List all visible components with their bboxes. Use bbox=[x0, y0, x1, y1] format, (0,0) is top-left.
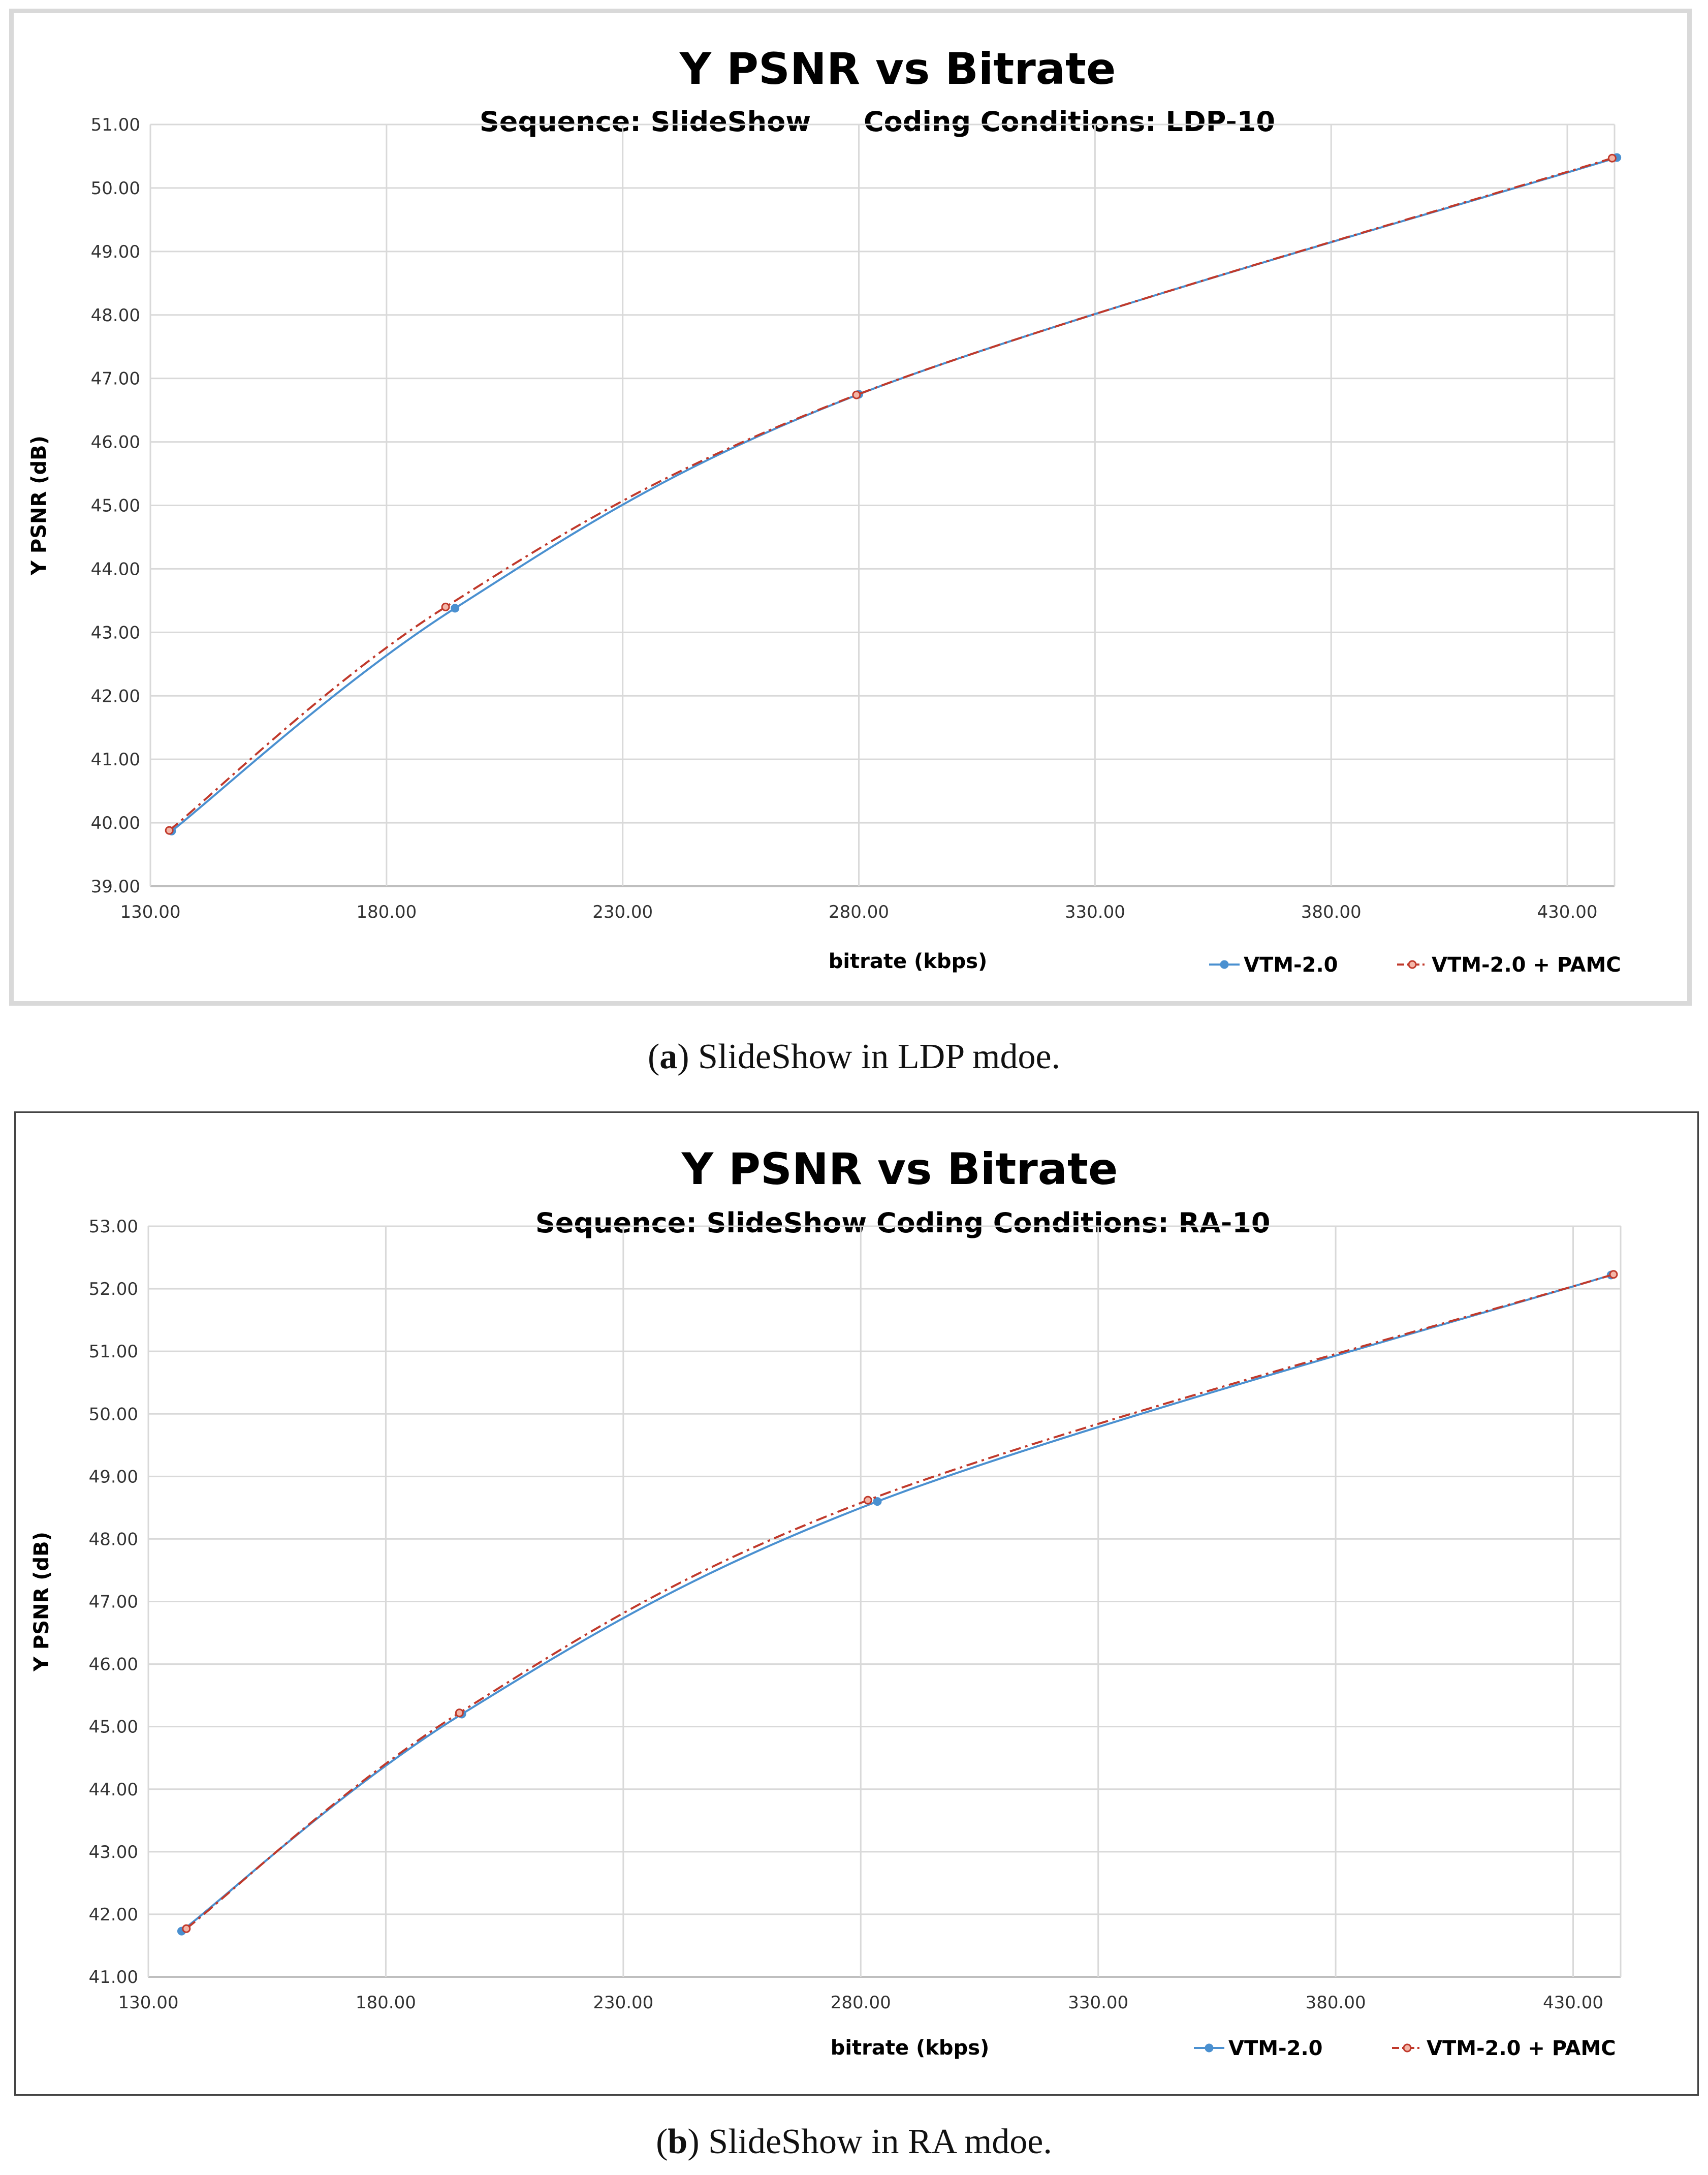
chart-subtitle-sequence: Sequence: SlideShow bbox=[535, 1207, 867, 1239]
chart-subtitle-sequence: Sequence: SlideShow bbox=[480, 106, 811, 138]
y-tick-label: 51.00 bbox=[91, 115, 140, 135]
x-tick-label: 380.00 bbox=[1306, 1993, 1366, 2013]
x-tick-label: 330.00 bbox=[1065, 902, 1125, 922]
x-tick-label: 130.00 bbox=[120, 902, 181, 922]
caption-a-letter: a bbox=[659, 1037, 678, 1076]
y-tick-label: 46.00 bbox=[89, 1655, 138, 1675]
y-tick-label: 47.00 bbox=[89, 1592, 138, 1612]
legend-marker bbox=[1205, 2043, 1214, 2053]
y-tick-label: 40.00 bbox=[91, 813, 140, 833]
chart-subtitle-conditions: Coding Conditions: RA-10 bbox=[876, 1207, 1270, 1239]
x-tick-label: 180.00 bbox=[356, 1993, 416, 2013]
y-tick-label: 39.00 bbox=[91, 877, 140, 897]
y-tick-label: 47.00 bbox=[91, 369, 140, 389]
data-point bbox=[182, 1924, 191, 1933]
y-tick-label: 49.00 bbox=[91, 242, 140, 262]
legend-label: VTM-2.0 bbox=[1228, 2037, 1323, 2060]
y-tick-label: 41.00 bbox=[89, 1967, 138, 1987]
data-point bbox=[441, 602, 450, 611]
x-axis-label: bitrate (kbps) bbox=[831, 2036, 990, 2060]
y-tick-label: 53.00 bbox=[89, 1217, 138, 1237]
data-point bbox=[1607, 153, 1617, 163]
y-tick-label: 46.00 bbox=[91, 432, 140, 453]
x-tick-label: 330.00 bbox=[1068, 1993, 1128, 2013]
data-point bbox=[165, 826, 174, 835]
x-tick-label: 280.00 bbox=[831, 1993, 891, 2013]
chart-a: Y PSNR vs Bitrate Sequence: SlideShow Codi… bbox=[27, 44, 1622, 977]
x-tick-label: 380.00 bbox=[1301, 902, 1362, 922]
legend-marker bbox=[1403, 2043, 1412, 2053]
series-line-vtm-pamc bbox=[185, 1273, 1614, 1930]
legend-label: VTM-2.0 bbox=[1244, 953, 1338, 977]
y-tick-label: 49.00 bbox=[89, 1467, 138, 1487]
data-point bbox=[852, 390, 861, 399]
y-tick-label: 42.00 bbox=[91, 686, 140, 706]
y-tick-label: 41.00 bbox=[91, 750, 140, 770]
y-tick-label: 48.00 bbox=[91, 305, 140, 326]
y-tick-label: 45.00 bbox=[91, 496, 140, 516]
chart-b: Y PSNR vs Bitrate Sequence: SlideShow Codi… bbox=[30, 1144, 1622, 2060]
data-point bbox=[1609, 1270, 1618, 1279]
chart-subtitle-conditions: Coding Conditions: LDP-10 bbox=[864, 106, 1275, 138]
x-tick-label: 130.00 bbox=[118, 1993, 179, 2013]
data-point bbox=[863, 1496, 872, 1505]
caption-b: (b) SlideShow in RA mdoe. bbox=[656, 2122, 1052, 2161]
x-axis-label: bitrate (kbps) bbox=[829, 950, 988, 973]
y-tick-label: 50.00 bbox=[89, 1404, 138, 1424]
legend-label: VTM-2.0 + PAMC bbox=[1432, 953, 1621, 977]
x-tick-label: 230.00 bbox=[592, 902, 653, 922]
chart-title: Y PSNR vs Bitrate bbox=[679, 44, 1116, 95]
chart-title: Y PSNR vs Bitrate bbox=[681, 1144, 1118, 1195]
y-axis-label: Y PSNR (dB) bbox=[30, 1532, 53, 1672]
y-tick-label: 51.00 bbox=[89, 1342, 138, 1362]
y-tick-label: 44.00 bbox=[89, 1780, 138, 1800]
caption-b-letter: b bbox=[668, 2122, 688, 2161]
x-tick-label: 280.00 bbox=[829, 902, 889, 922]
y-tick-label: 42.00 bbox=[89, 1905, 138, 1925]
y-axis-label: Y PSNR (dB) bbox=[27, 436, 51, 576]
legend-marker bbox=[1220, 960, 1229, 969]
x-tick-label: 230.00 bbox=[593, 1993, 653, 2013]
caption-a-text: ) SlideShow in LDP mdoe. bbox=[677, 1037, 1061, 1076]
y-tick-label: 45.00 bbox=[89, 1717, 138, 1737]
data-point bbox=[455, 1708, 464, 1718]
chart-panel-b bbox=[14, 1111, 1699, 2096]
legend-label: VTM-2.0 + PAMC bbox=[1427, 2037, 1616, 2060]
series-line-vtm bbox=[181, 1274, 1611, 1932]
legend-marker bbox=[1408, 960, 1417, 969]
x-tick-label: 180.00 bbox=[356, 902, 417, 922]
y-tick-label: 52.00 bbox=[89, 1279, 138, 1299]
series-line-vtm bbox=[171, 157, 1618, 832]
data-point bbox=[451, 604, 460, 613]
y-tick-label: 50.00 bbox=[91, 178, 140, 199]
y-tick-label: 48.00 bbox=[89, 1529, 138, 1549]
caption-a: (a) SlideShow in LDP mdoe. bbox=[647, 1037, 1061, 1076]
series-line-vtm-pamc bbox=[168, 157, 1612, 831]
chart-panel-a bbox=[9, 9, 1692, 1006]
x-tick-label: 430.00 bbox=[1543, 1993, 1603, 2013]
y-tick-label: 43.00 bbox=[91, 623, 140, 643]
y-tick-label: 43.00 bbox=[89, 1842, 138, 1862]
caption-b-text: ) SlideShow in RA mdoe. bbox=[687, 2122, 1052, 2161]
x-tick-label: 430.00 bbox=[1537, 902, 1598, 922]
data-point bbox=[873, 1497, 882, 1506]
y-tick-label: 44.00 bbox=[91, 559, 140, 579]
